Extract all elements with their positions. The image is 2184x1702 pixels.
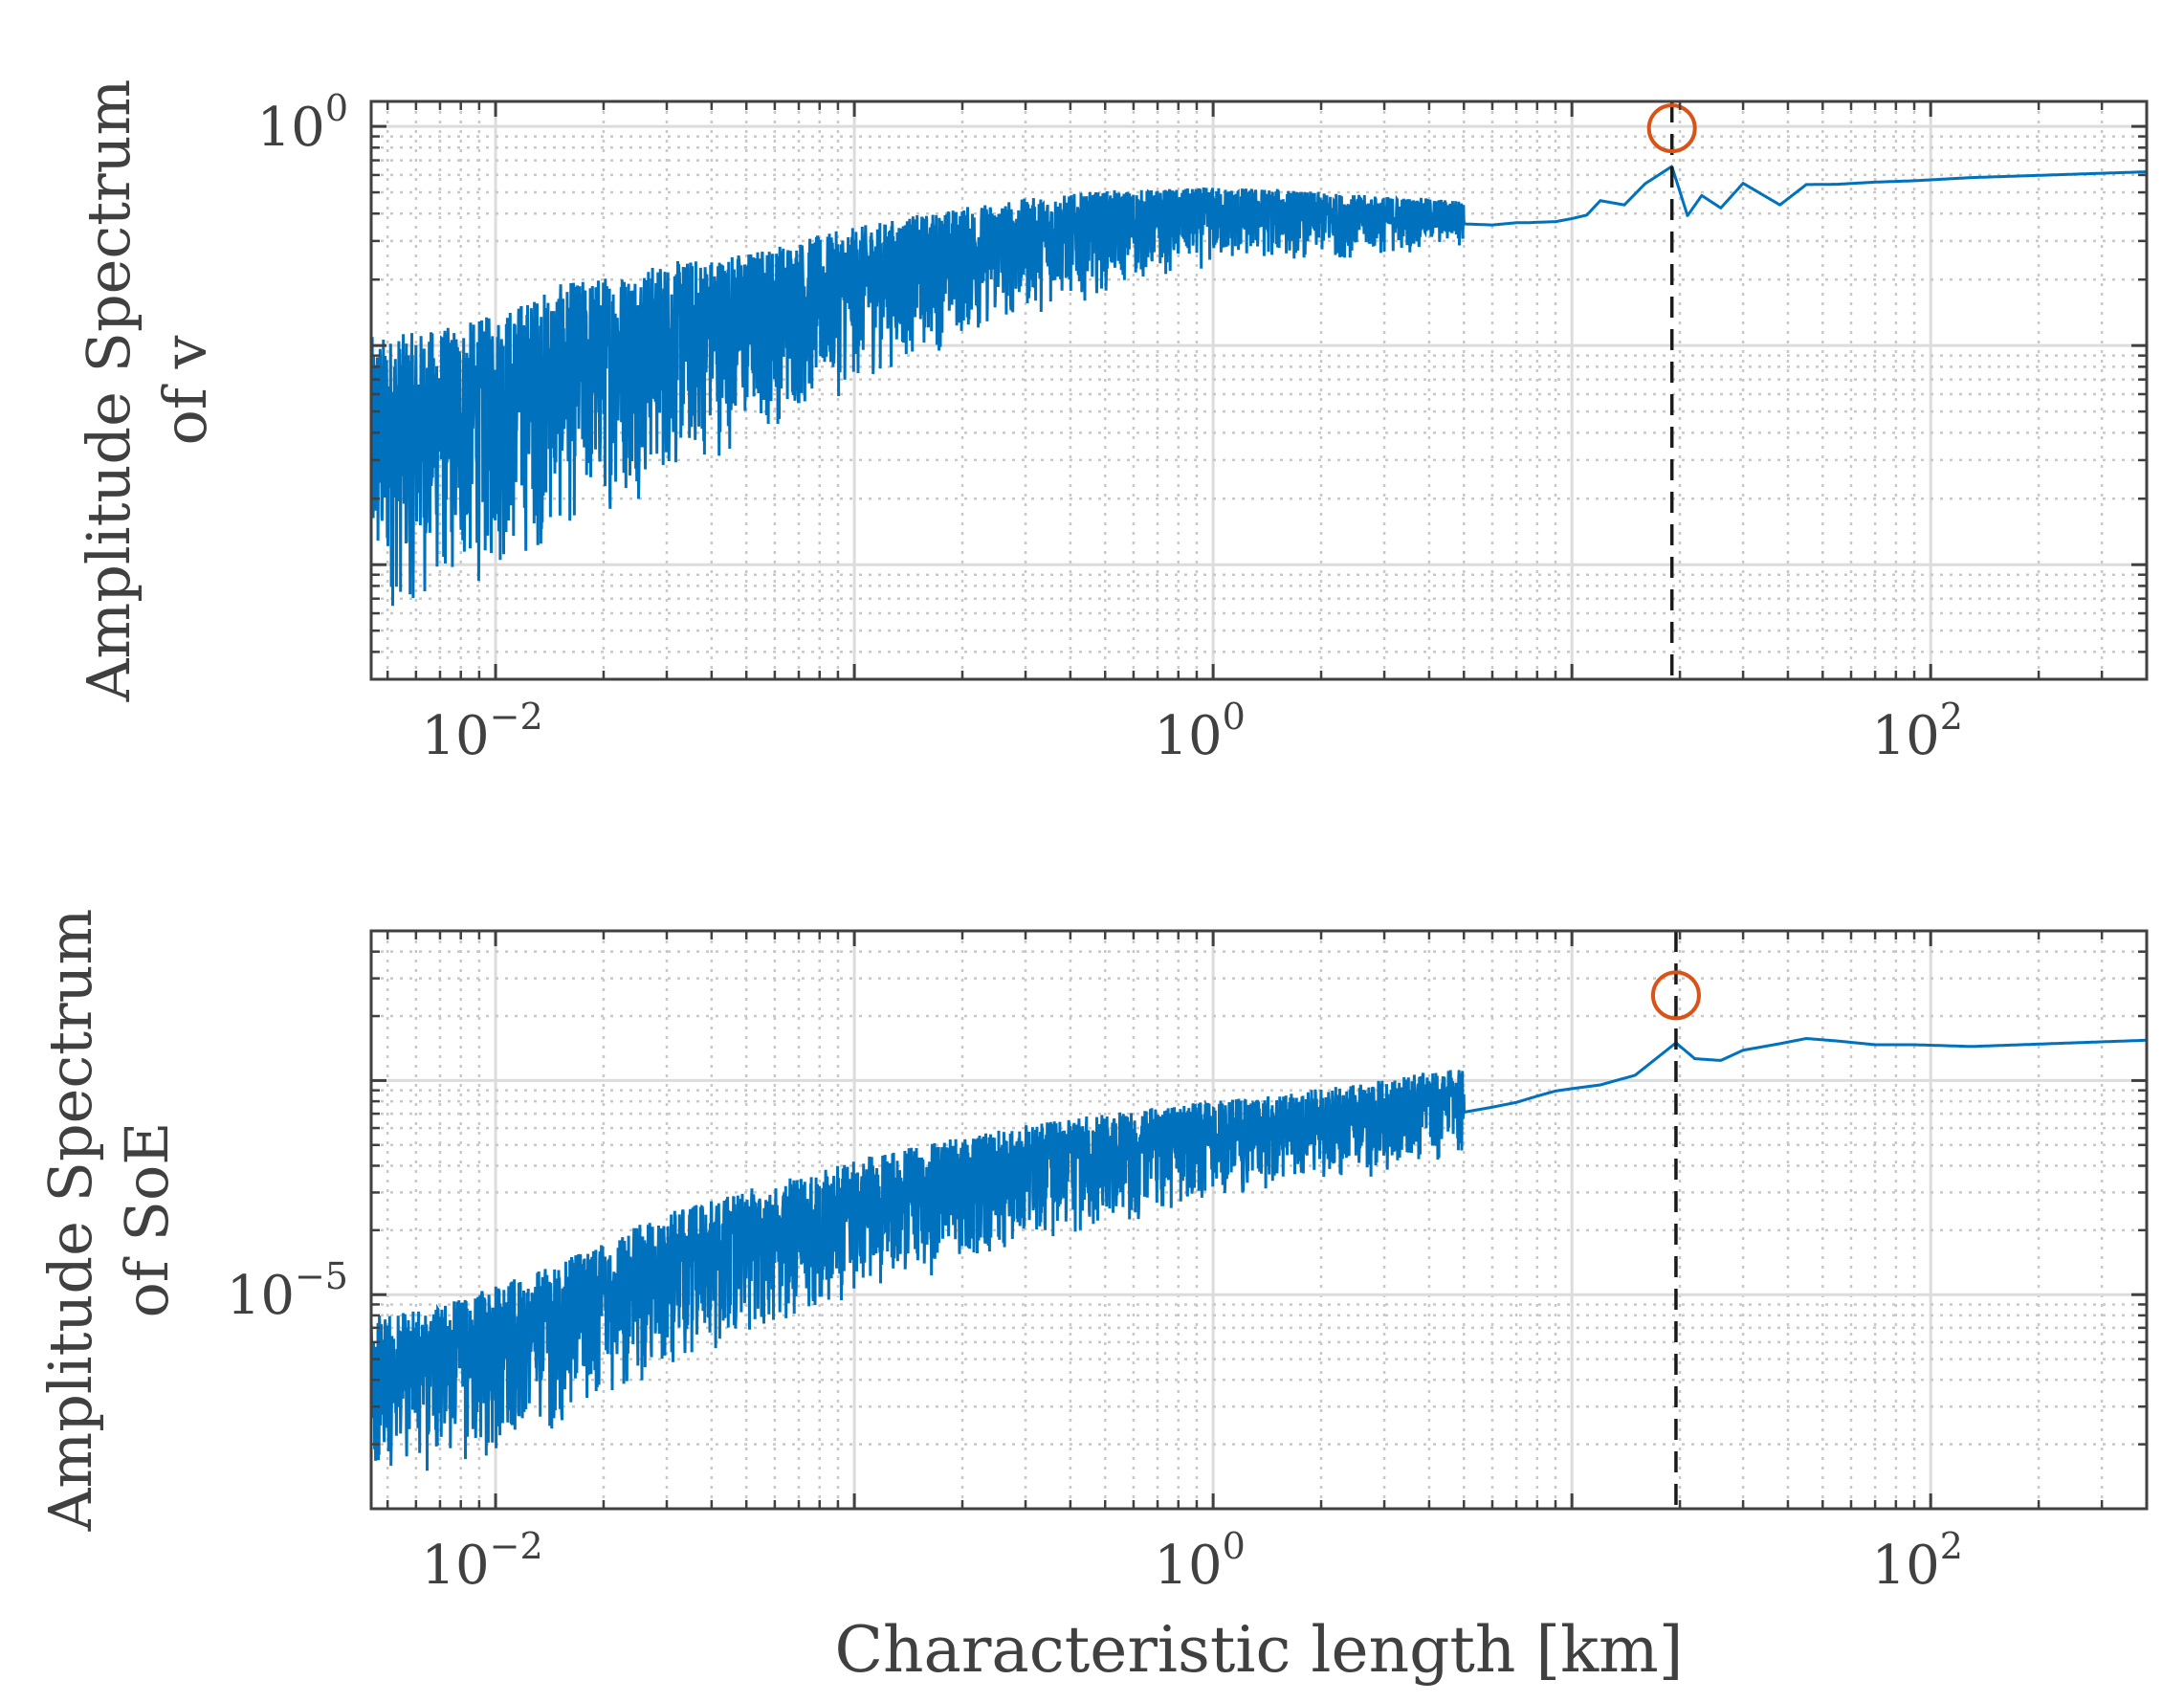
axes-box [369, 929, 2149, 1511]
x-tick-label: 10−2 [421, 696, 542, 767]
x-tick-label: 102 [1871, 696, 1962, 767]
x-tick-label: 102 [1871, 1525, 1962, 1597]
y-axis-label-line1: Amplitude Spectrum [35, 909, 105, 1533]
plot-area [371, 931, 2147, 1509]
x-tick-label: 100 [1154, 1525, 1245, 1597]
x-tick-label: 100 [1154, 696, 1245, 767]
tick-labels: 10−2 100 102 10−5 [227, 1255, 1963, 1597]
peak-marker [1650, 970, 1701, 1021]
spectrum-soe-panel: 10−2 100 102 10−5 Amplitude Spectrum of SoE… [35, 909, 2149, 1687]
plot-area [371, 101, 2147, 679]
ticks [371, 929, 2149, 1511]
y-tick-label: 100 [257, 87, 348, 159]
x-tick-label: 10−2 [421, 1525, 542, 1597]
axes-box [369, 99, 2149, 681]
spectrum-line [371, 165, 2147, 607]
ticks [371, 101, 2149, 681]
tick-labels: 10−2 100 102 100 [257, 87, 1963, 767]
y-axis-label-line1: Amplitude Spectrum [74, 79, 143, 703]
y-tick-label: 10−5 [227, 1255, 348, 1327]
y-axis-label-line2: of v [150, 335, 220, 445]
peak-marker [1646, 103, 1697, 154]
y-axis-label-line2: of SoE [112, 1121, 182, 1317]
spectrum-v-panel: 10−2 100 102 100 Amplitude Spectrum of v [74, 79, 2149, 767]
spectrum-line [371, 1037, 2147, 1471]
x-axis-label: Characteristic length [km] [835, 1613, 1684, 1687]
